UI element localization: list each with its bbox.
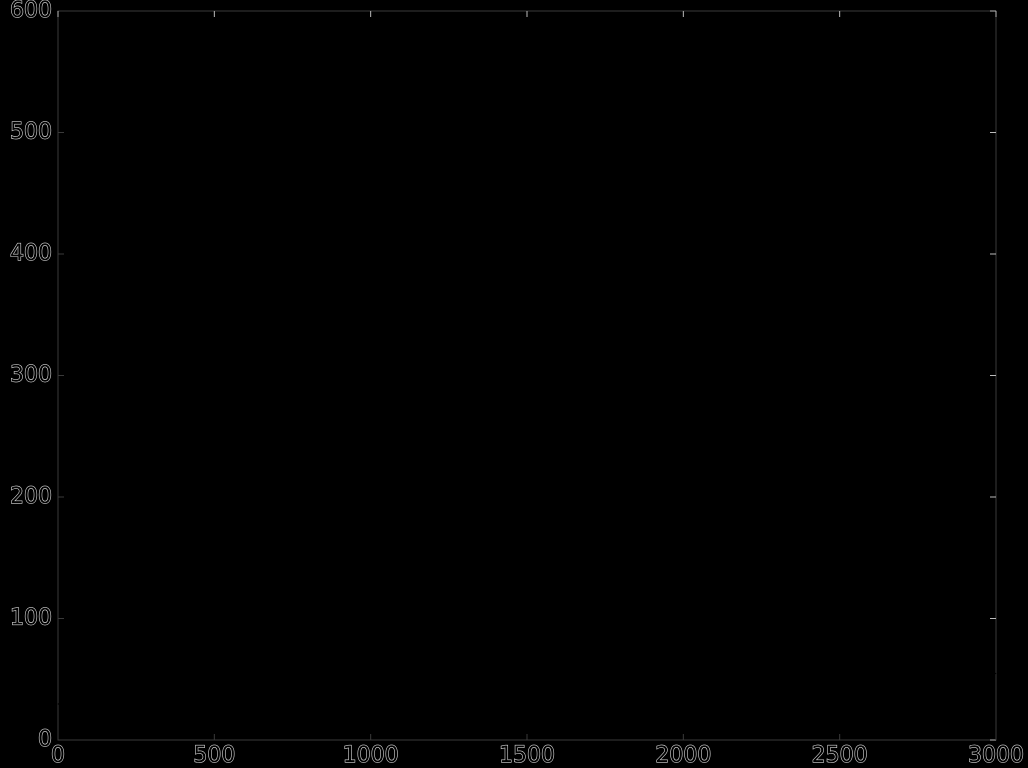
x-tick-label: 3000 bbox=[968, 743, 1024, 768]
y-tick-label: 100 bbox=[10, 606, 52, 631]
y-tick-label: 400 bbox=[10, 241, 52, 266]
plot-frame bbox=[57, 10, 997, 741]
y-tick-label: 200 bbox=[10, 484, 52, 509]
y-tick-label: 300 bbox=[10, 363, 52, 388]
y-tick-label: 0 bbox=[38, 727, 52, 752]
y-tick-label: 600 bbox=[10, 0, 52, 23]
x-tick-label: 2000 bbox=[655, 743, 711, 768]
x-tick-label: 500 bbox=[193, 743, 235, 768]
x-tick-label: 2500 bbox=[812, 743, 868, 768]
x-tick-label: 1000 bbox=[343, 743, 399, 768]
data-line bbox=[57, 108, 997, 729]
y-tick-label: 500 bbox=[10, 120, 52, 145]
x-tick-label: 1500 bbox=[499, 743, 555, 768]
x-tick-label: 0 bbox=[51, 743, 65, 768]
